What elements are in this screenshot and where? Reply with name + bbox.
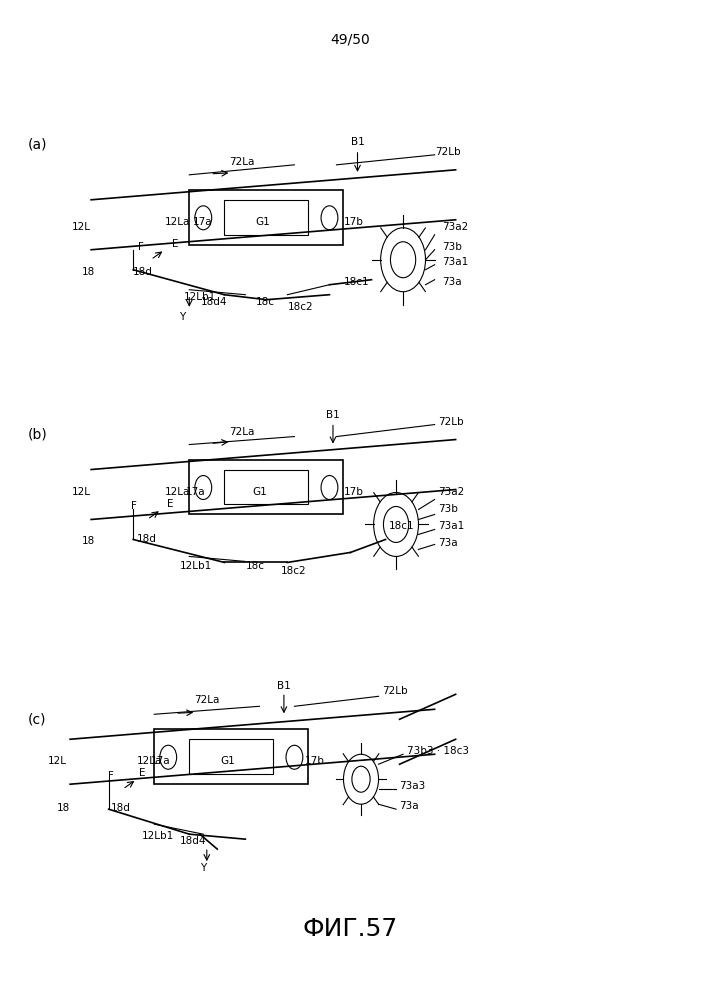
Text: 12La: 12La (165, 217, 190, 227)
Text: 18d: 18d (111, 803, 130, 813)
Text: 18: 18 (57, 803, 70, 813)
Text: 12La: 12La (137, 756, 162, 766)
Text: 49/50: 49/50 (331, 33, 370, 47)
Text: 72Lb: 72Lb (435, 147, 461, 157)
Text: 17a: 17a (186, 487, 205, 497)
Bar (189, 739, 273, 774)
Text: 73b: 73b (438, 504, 458, 514)
Text: 73a: 73a (400, 801, 419, 811)
Text: B1: B1 (277, 681, 291, 691)
Text: E: E (139, 768, 145, 778)
Text: 73a1: 73a1 (442, 257, 468, 267)
Text: B1: B1 (326, 410, 340, 420)
Text: 12Lb1: 12Lb1 (180, 561, 212, 571)
Text: 18c: 18c (245, 561, 264, 571)
Text: 17a: 17a (151, 756, 170, 766)
Bar (154, 729, 308, 784)
Text: F: F (138, 242, 144, 252)
Text: 72La: 72La (229, 427, 254, 437)
Text: F: F (108, 771, 114, 781)
Text: 18d: 18d (137, 534, 156, 544)
Text: E: E (172, 239, 178, 249)
Text: G1: G1 (255, 217, 271, 227)
Text: (b): (b) (28, 428, 48, 442)
Text: 18c1: 18c1 (389, 521, 415, 531)
Text: 12L: 12L (72, 222, 91, 232)
Text: 18d4: 18d4 (179, 836, 206, 846)
Text: 18c: 18c (256, 297, 275, 307)
Text: E: E (167, 500, 173, 509)
Text: ФИГ.57: ФИГ.57 (303, 917, 398, 941)
Text: 12Lb1: 12Lb1 (142, 831, 174, 841)
Text: 72La: 72La (229, 157, 254, 167)
Text: F: F (131, 501, 137, 511)
Text: 17b: 17b (343, 487, 363, 497)
Bar (189, 460, 343, 514)
Text: (a): (a) (28, 138, 48, 152)
Text: 18d: 18d (133, 267, 153, 277)
Text: 18c1: 18c1 (343, 277, 369, 287)
Text: 73b: 73b (442, 242, 461, 252)
Text: G1: G1 (252, 487, 267, 497)
Text: 72La: 72La (194, 695, 219, 705)
Text: 12La: 12La (165, 487, 190, 497)
Text: 73a: 73a (438, 538, 458, 548)
Text: 17b: 17b (305, 756, 325, 766)
Text: 72Lb: 72Lb (382, 686, 408, 696)
Text: 18: 18 (81, 267, 95, 277)
Text: 72Lb: 72Lb (438, 417, 464, 427)
Text: 18c2: 18c2 (287, 302, 313, 312)
Text: 73a3: 73a3 (400, 781, 426, 791)
Text: Y: Y (200, 863, 206, 873)
Bar (224, 470, 308, 504)
Bar (224, 200, 308, 235)
Text: 73a2: 73a2 (442, 222, 468, 232)
Text: B1: B1 (350, 137, 365, 147)
Text: 12L: 12L (72, 487, 91, 497)
Text: 73b3 · 18c3: 73b3 · 18c3 (407, 746, 468, 756)
Text: 73a2: 73a2 (438, 487, 464, 497)
Text: 73a1: 73a1 (438, 521, 464, 531)
Text: G1: G1 (220, 756, 236, 766)
Bar (189, 190, 343, 245)
Text: 18d4: 18d4 (200, 297, 227, 307)
Text: 17b: 17b (343, 217, 363, 227)
Text: 17a: 17a (193, 217, 212, 227)
Text: 18c2: 18c2 (280, 566, 306, 576)
Text: 12L: 12L (48, 756, 67, 766)
Text: Y: Y (179, 312, 186, 322)
Text: 12Lb1: 12Lb1 (184, 292, 216, 302)
Text: (c): (c) (28, 712, 46, 726)
Text: 18: 18 (81, 536, 95, 546)
Text: 73a: 73a (442, 277, 461, 287)
